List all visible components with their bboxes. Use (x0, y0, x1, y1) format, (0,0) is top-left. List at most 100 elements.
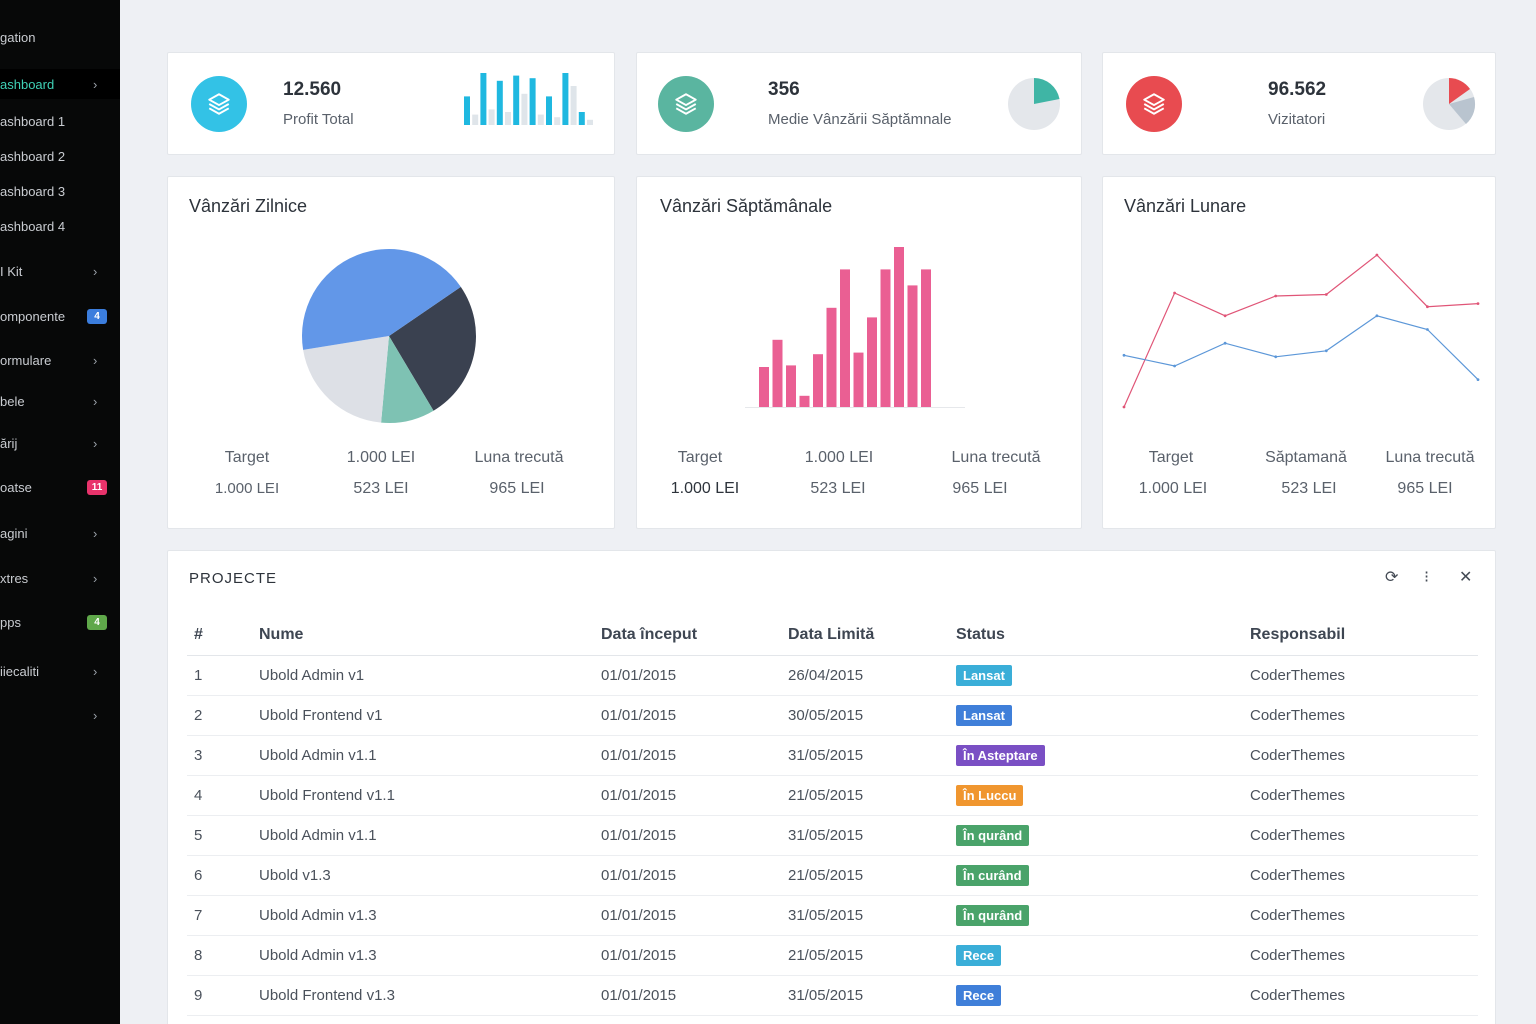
bar (894, 247, 904, 407)
status-badge: În Luccu (956, 784, 1024, 806)
footer-value: 965 LEI (489, 480, 545, 497)
start-date-cell: 01/01/2015 (601, 935, 788, 976)
table-row[interactable]: 1 Ubold Admin v1 01/01/2015 26/04/2015 Lansa… (187, 655, 1478, 696)
due-date-cell: 26/04/2015 (788, 655, 956, 696)
sidebar-item[interactable]: ashboard 4 (0, 211, 120, 241)
project-name-cell: Ubold v1.3 (259, 855, 601, 896)
sparkline-bar (521, 93, 528, 125)
sidebar-item[interactable]: oatse 11 (0, 472, 120, 502)
sidebar-item-label: xtres (0, 570, 29, 586)
line-point (1274, 355, 1278, 359)
footer-value: 1.000 LEI (214, 480, 280, 497)
project-name-cell: Ubold Frontend v1.3 (259, 975, 601, 1016)
bar (826, 307, 837, 407)
sidebar-item[interactable]: omponente 4 (0, 301, 120, 331)
sidebar-item[interactable]: › (0, 700, 120, 730)
table-row[interactable]: 6 Ubold v1.3 01/01/2015 21/05/2015 În curând… (187, 855, 1478, 896)
row-number-cell: 1 (187, 655, 259, 696)
project-name-cell: Ubold Frontend v1 (259, 695, 601, 736)
sidebar-item[interactable]: I Kit › (0, 256, 120, 286)
count-badge: 4 (87, 308, 107, 324)
footer-label: Luna trecută (1385, 449, 1475, 466)
panel-daily-sales: Vânzări Zilnice Target 1.000 LEI Luna tr… (167, 176, 615, 529)
daily-sales-pie-chart (301, 249, 476, 424)
bar (880, 269, 891, 407)
table-row[interactable]: 4 Ubold Frontend v1.1 01/01/2015 21/05/2015… (187, 775, 1478, 816)
due-date-cell: 30/05/2015 (788, 695, 956, 736)
line-series (1123, 315, 1479, 381)
start-date-cell: 01/01/2015 (601, 695, 788, 736)
table-row[interactable]: 3 Ubold Admin v1.1 01/01/2015 31/05/2015 În … (187, 735, 1478, 776)
row-number-cell: 7 (187, 895, 259, 936)
sidebar-item[interactable]: ashboard 2 (0, 141, 120, 171)
chevron-right-icon: › (93, 663, 98, 679)
sidebar-item[interactable]: bele › (0, 386, 120, 416)
status-badge: În qurând (956, 904, 1030, 926)
count-badge: 11 (87, 479, 107, 495)
chevron-right-icon: › (93, 707, 98, 723)
sidebar-item[interactable]: ashboard 3 (0, 176, 120, 206)
refresh-icon[interactable]: ⟳ (1385, 569, 1399, 586)
sidebar-item[interactable]: ashboard › (0, 69, 120, 99)
start-date-cell: 01/01/2015 (601, 815, 788, 856)
sparkline-bar (496, 80, 503, 125)
sidebar-item[interactable]: ormulare › (0, 345, 120, 375)
line-point (1223, 341, 1227, 345)
footer-label: Target (224, 449, 270, 466)
table-row[interactable]: 9 Ubold Frontend v1.3 01/01/2015 31/05/2015… (187, 975, 1478, 1016)
line-point (1426, 328, 1429, 331)
line-point (1476, 302, 1480, 305)
table-row[interactable]: 2 Ubold Frontend v1 01/01/2015 30/05/2015 La… (187, 695, 1478, 736)
footer-value: 1.000 LEI (1138, 480, 1208, 497)
table-row[interactable]: 5 Ubold Admin v1.1 01/01/2015 31/05/2015 În … (187, 815, 1478, 856)
due-date-cell: 21/05/2015 (788, 855, 956, 896)
row-number-cell: 5 (187, 815, 259, 856)
bar (813, 354, 823, 407)
owner-name-cell: CoderThemes (1250, 775, 1478, 816)
status-badge: Rece (956, 984, 1002, 1006)
line-point (1375, 314, 1379, 318)
footer-label: 1.000 LEI (346, 449, 416, 466)
owner-name-cell: CoderThemes (1250, 735, 1478, 776)
more-icon[interactable]: ⁝ (1424, 569, 1430, 586)
stat-label: Vizitatori (1268, 111, 1326, 128)
panel-weekly-sales: Vânzări Săptămânale Target 1.000 LEI Lun… (636, 176, 1082, 529)
sparkline-bar (570, 86, 577, 125)
sidebar-item[interactable]: agini › (0, 518, 120, 548)
panel-monthly-sales: Vânzări Lunare Target Săptamană Luna tre… (1102, 176, 1496, 529)
layers-icon (191, 76, 247, 132)
row-number-cell: 9 (187, 975, 259, 1016)
line-point (1324, 349, 1328, 353)
footer-value: 965 LEI (1397, 480, 1453, 497)
stat-card-weekly-average: 356 Medie Vânzării Săptămnale (636, 52, 1082, 155)
table-row[interactable]: 8 Ubold Admin v1.3 01/01/2015 21/05/2015 Rec… (187, 935, 1478, 976)
bar (772, 339, 783, 407)
table-row[interactable]: 7 Ubold Admin v1.3 01/01/2015 31/05/2015 În … (187, 895, 1478, 936)
table-header-row: # Nume Data început Data Limită Status R… (187, 615, 1478, 656)
sidebar-item[interactable]: ashboard 1 (0, 106, 120, 136)
mini-pie-slice (1449, 97, 1476, 124)
sidebar-item[interactable]: xtres › (0, 563, 120, 593)
sidebar-item-label: oatse (0, 479, 32, 495)
stat-label: Medie Vânzării Săptămnale (768, 111, 952, 128)
footer-label: Target (677, 449, 723, 466)
sidebar-item[interactable]: iiecaliti › (0, 656, 120, 686)
status-badge-cell: Rece (956, 975, 1250, 1016)
chevron-right-icon: › (93, 352, 98, 368)
sparkline-bar (464, 96, 470, 125)
layers-icon (658, 76, 714, 132)
sidebar-item-label: ormulare (0, 352, 52, 368)
sidebar-item[interactable]: pps 4 (0, 607, 120, 637)
line-point (1122, 353, 1126, 357)
bar (759, 367, 769, 407)
line-point (1324, 293, 1328, 296)
status-badge-cell: Lansat (956, 695, 1250, 736)
project-name-cell: Ubold Admin v1.1 (259, 815, 601, 856)
sidebar-item[interactable]: ărij › (0, 428, 120, 458)
bar (867, 317, 877, 407)
close-icon[interactable]: ✕ (1459, 569, 1473, 586)
footer-value: 1.000 LEI (670, 480, 740, 497)
bar (799, 395, 810, 407)
column-header: Status (956, 615, 1250, 656)
chevron-right-icon: › (93, 263, 98, 279)
